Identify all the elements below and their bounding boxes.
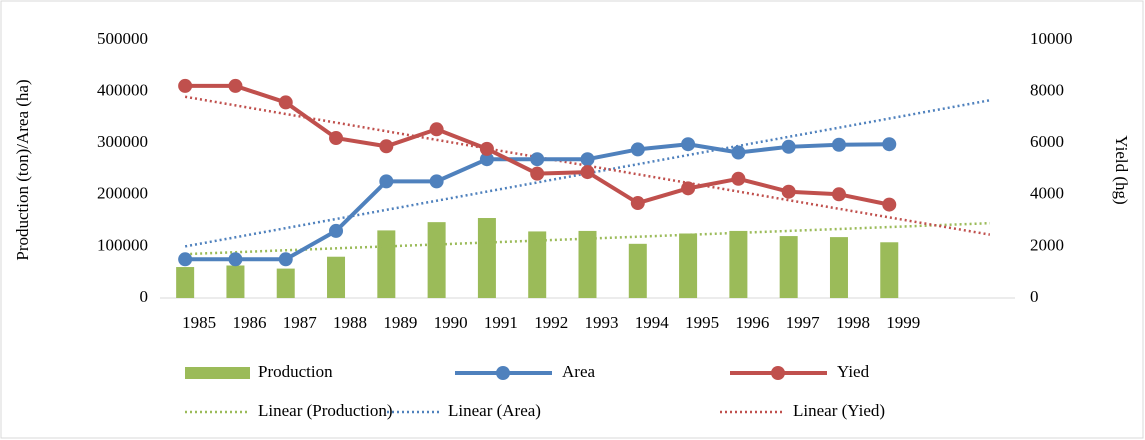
x-tick-label: 1991 xyxy=(484,313,518,332)
x-tick-label: 1989 xyxy=(383,313,417,332)
point xyxy=(831,137,846,152)
point xyxy=(831,187,846,202)
x-tick-label: 1986 xyxy=(232,313,266,332)
bar xyxy=(628,243,647,298)
point xyxy=(580,165,595,180)
y2-tick-label: 6000 xyxy=(1030,132,1064,151)
point xyxy=(781,184,796,199)
y2-tick-label: 10000 xyxy=(1030,29,1073,48)
y2-axis-title: Yield (hg) xyxy=(1112,135,1131,204)
y-tick-label: 300000 xyxy=(97,132,148,151)
x-tick-label: 1994 xyxy=(635,313,670,332)
point xyxy=(882,197,897,212)
point xyxy=(630,142,645,157)
y-tick-label: 100000 xyxy=(97,235,148,254)
y-tick-label: 400000 xyxy=(97,81,148,100)
trend-line xyxy=(185,221,990,256)
legend-swatch xyxy=(185,367,250,379)
y2-tick-label: 8000 xyxy=(1030,81,1064,100)
point xyxy=(479,152,494,167)
bar xyxy=(427,222,446,298)
bar xyxy=(377,230,396,298)
point xyxy=(429,174,444,189)
bar xyxy=(578,230,597,298)
point xyxy=(731,171,746,186)
point xyxy=(681,181,696,196)
legend-marker xyxy=(496,366,510,380)
trend-line xyxy=(184,95,991,236)
point xyxy=(781,139,796,154)
point xyxy=(429,122,444,137)
legend-label: Linear (Yied) xyxy=(793,401,885,420)
point xyxy=(178,78,193,93)
point xyxy=(329,131,344,146)
y2-tick-label: 2000 xyxy=(1030,235,1064,254)
trend-line xyxy=(184,99,991,248)
x-tick-label: 1987 xyxy=(283,313,318,332)
point xyxy=(479,141,494,156)
x-tick-label: 1988 xyxy=(333,313,367,332)
bar xyxy=(679,233,698,298)
x-tick-label: 1998 xyxy=(836,313,870,332)
point xyxy=(228,78,243,93)
point xyxy=(379,139,394,154)
point xyxy=(731,145,746,160)
bar xyxy=(779,236,798,298)
point xyxy=(228,252,243,267)
bar xyxy=(729,230,748,298)
point xyxy=(530,166,545,181)
point xyxy=(630,196,645,211)
point xyxy=(278,95,293,110)
bar xyxy=(528,231,547,298)
bar xyxy=(176,267,195,298)
x-tick-label: 1993 xyxy=(585,313,619,332)
legend-marker xyxy=(771,366,785,380)
legend-label: Area xyxy=(562,362,595,381)
y2-tick-label: 4000 xyxy=(1030,184,1064,203)
bar xyxy=(829,237,848,298)
x-tick-label: 1997 xyxy=(786,313,821,332)
legend-label: Linear (Production) xyxy=(258,401,393,420)
bar xyxy=(327,256,346,298)
y-tick-label: 500000 xyxy=(97,29,148,48)
point xyxy=(178,252,193,267)
x-tick-label: 1992 xyxy=(534,313,568,332)
point xyxy=(379,174,394,189)
x-tick-label: 1999 xyxy=(886,313,920,332)
point xyxy=(278,252,293,267)
x-tick-label: 1996 xyxy=(735,313,769,332)
y-axis-title: Production (ton)/Area (ha) xyxy=(13,79,32,260)
y-tick-label: 0 xyxy=(140,287,149,306)
bar xyxy=(477,218,496,298)
x-tick-label: 1995 xyxy=(685,313,719,332)
point xyxy=(681,137,696,152)
x-tick-label: 1990 xyxy=(434,313,468,332)
x-tick-label: 1985 xyxy=(182,313,216,332)
y-tick-label: 200000 xyxy=(97,184,148,203)
point xyxy=(530,152,545,167)
bar xyxy=(226,265,245,298)
bar xyxy=(880,242,899,298)
bar xyxy=(276,268,295,298)
point xyxy=(329,223,344,238)
legend-label: Yied xyxy=(837,362,870,381)
legend-label: Linear (Area) xyxy=(448,401,541,420)
legend-label: Production xyxy=(258,362,333,381)
point xyxy=(882,137,897,152)
point xyxy=(580,152,595,167)
y2-tick-label: 0 xyxy=(1030,287,1039,306)
